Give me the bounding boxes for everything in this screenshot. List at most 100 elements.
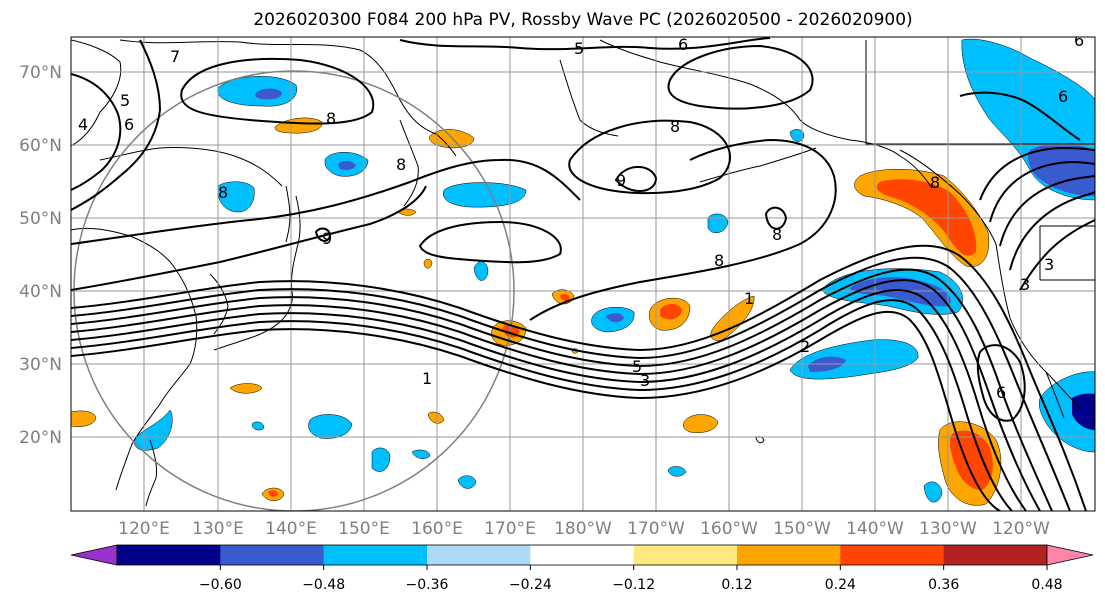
contour-label: 9 [322,229,332,248]
graticule [71,37,1095,511]
neg-anomaly-blob [789,129,805,142]
colorbar-tick-label: −0.48 [302,577,345,593]
neg-anomaly-blob [473,261,489,281]
neg-anomaly-blob [371,447,391,472]
pos-anomaly-blob [229,383,263,394]
pos-anomaly-blob [427,411,445,424]
lon-label: 160°W [700,519,758,539]
neg-anomaly-blob [707,213,729,234]
lat-label: 50°N [19,209,62,229]
colorbar-segment [220,545,325,565]
colorbar: −0.60 −0.48 −0.36 −0.24 −0.12 0.12 0.24 0.36 0.4… [70,544,1094,593]
pv-contour [314,227,332,242]
colorbar-segment [323,545,428,565]
colorbar-tick-label: −0.24 [509,577,552,593]
colorbar-tick-label: −0.36 [406,577,449,593]
pv-contour [614,166,658,192]
neg-anomaly-core [338,161,356,170]
lon-label: 130°W [919,519,977,539]
coastline-siberia [119,39,457,157]
neg-anomaly-blob [442,182,527,208]
coastline-state-border [1039,225,1095,281]
latitude-labels: 70°N 60°N 50°N 40°N 30°N 20°N [19,63,62,448]
contour-label: 7 [170,47,180,66]
contour-label: 8 [396,155,406,174]
contour-label: 1 [744,289,754,308]
map-content: 1 2 3 3 5 5 6 6 6 6 6 7 8 8 8 8 8 8 8 9 [71,35,1095,511]
pv-contours [71,37,1095,511]
lon-label: 170°E [484,519,536,539]
map-frame [70,36,1096,512]
lon-label: 120°W [992,519,1050,539]
lon-label: 170°W [627,519,685,539]
pv-contour [71,268,1053,511]
pos-anomaly-core [560,293,570,301]
lat-label: 60°N [19,136,62,156]
pv-contour [418,220,562,264]
longitude-labels: 120°E 130°E 140°E 150°E 160°E 170°E 180°… [118,519,1050,539]
neg-anomaly-blob [667,466,687,477]
lat-label: 40°N [19,282,62,302]
pv-contour [979,146,1095,201]
colorbar-tick-label: 0.48 [1031,577,1062,593]
pv-contour [71,73,122,191]
pv-contour [399,37,771,51]
contour-label: 6 [678,35,688,54]
pos-anomaly-blob [710,295,755,341]
contour-label: 1 [422,369,432,388]
pos-anomaly-core [268,490,278,497]
colorbar-segment [117,545,221,565]
pv-contour [71,244,1087,511]
neg-anomaly-blob [411,449,431,459]
colorbar-segment [530,545,635,565]
colorbar-tick-label: 0.36 [928,577,959,593]
pv-contour [71,185,427,291]
contour-label: 6 [996,383,1006,402]
lat-label: 70°N [19,63,62,83]
coastline-baja [1045,371,1065,419]
coastline-okhotsk [99,147,283,187]
pos-anomaly-blob [71,410,97,427]
colorbar-segment [633,545,738,565]
neg-anomaly-blob [217,181,255,213]
coastline-japan [213,195,301,351]
lon-label: 180°W [554,519,612,539]
colorbar-tick-label: 0.12 [721,577,752,593]
pv-contour [71,289,1027,511]
colorbar-tick-label: 0.24 [825,577,856,593]
pv-contour [71,158,581,245]
pv-contour [71,310,1001,511]
map-panel: 1 2 3 3 5 5 6 6 6 6 6 7 8 8 8 8 8 8 8 9 [70,35,1096,512]
colorbar-ticks: −0.60 −0.48 −0.36 −0.24 −0.12 0.12 0.24 0.36 0.4… [199,565,1063,593]
lon-label: 120°E [118,519,170,539]
contour-label: 8 [930,173,940,192]
pv-contour [71,279,1041,511]
pv-contour [71,256,1071,511]
figure-title: 2026020300 F084 200 hPa PV, Rossby Wave … [253,10,912,30]
pv-anomaly-fills [71,38,1095,506]
lon-label: 150°E [338,519,390,539]
coastline-bc [899,149,997,245]
pv-contour [180,57,375,125]
pv-contour [529,138,837,321]
neg-anomaly-blob [1039,371,1095,453]
neg-anomaly-blob [308,414,353,439]
contour-label: 5 [574,39,584,58]
coastline-asia [71,39,122,147]
neg-anomaly-blob [923,481,943,503]
colorbar-segment [943,545,1048,565]
neg-anomaly-core [255,88,282,100]
neg-anomaly-blob [457,475,477,489]
contour-label: 8 [326,109,336,128]
pos-anomaly-core [876,179,977,256]
pv-contour [568,119,731,195]
lon-label: 140°W [846,519,904,539]
lon-label: 160°E [411,519,463,539]
region-circle [73,70,515,511]
lon-label: 150°W [773,519,831,539]
contour-label: 3 [1020,275,1030,294]
contour-label: 8 [772,225,782,244]
pv-contour [959,91,1081,141]
contour-labels: 1 2 3 3 5 5 6 6 6 6 6 7 8 8 8 8 8 8 8 9 [78,35,1084,402]
contour-label: 3 [1044,255,1054,274]
